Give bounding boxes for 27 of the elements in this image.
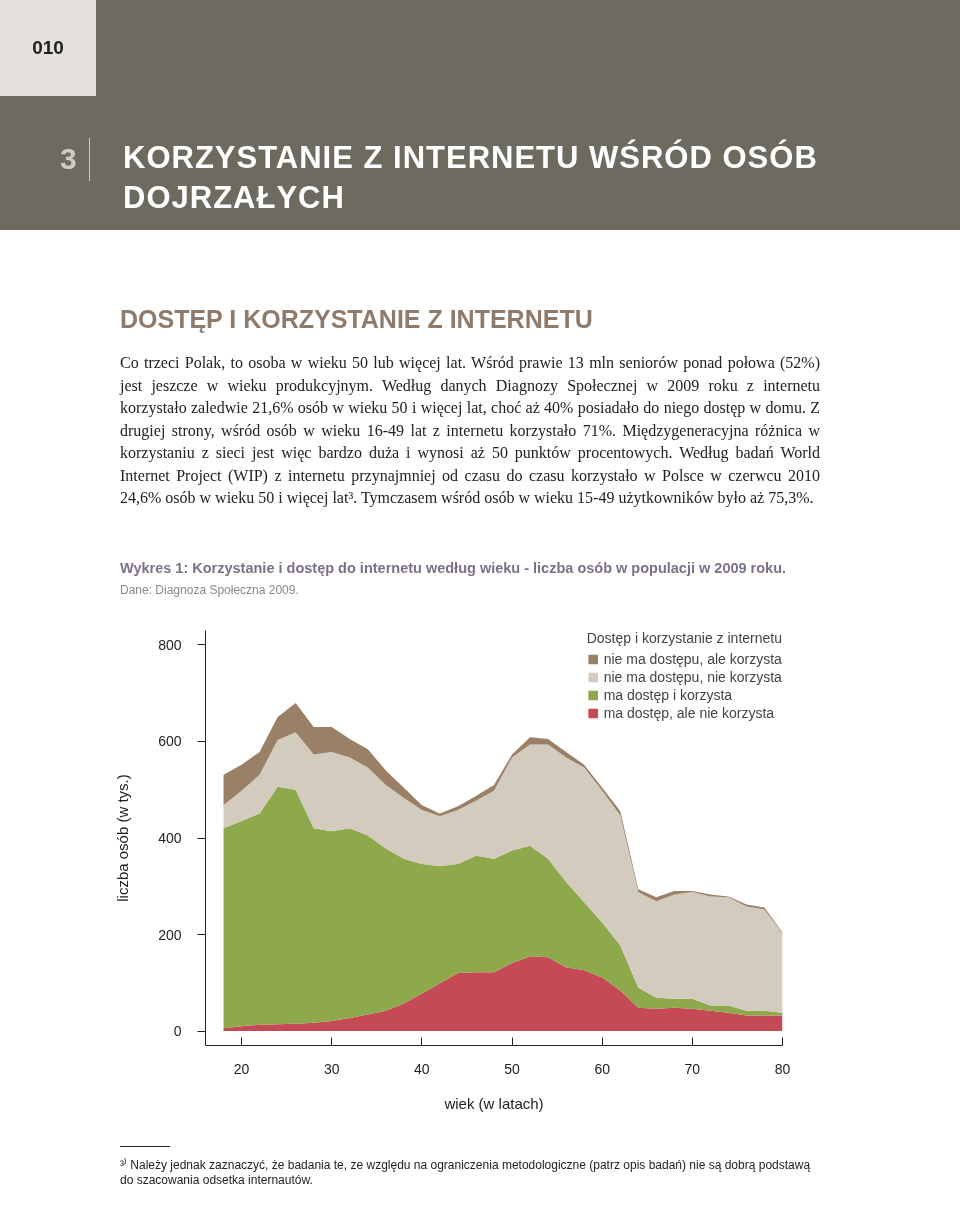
text: 010 <box>0 0 96 96</box>
legend-title: Dostęp i korzystanie z internetu <box>586 630 782 646</box>
text: KORZYSTANIE Z INTERNETU WŚRÓD OSÓB DOJRZAŁYCH <box>123 138 819 217</box>
x-tick-label: 80 <box>774 1060 791 1077</box>
y-tick-label: 200 <box>158 926 182 943</box>
text: 3 <box>60 138 90 181</box>
y-tick-label: 800 <box>158 636 182 653</box>
chart-title: Wykres 1: Korzystanie i dostęp do internetu według wieku - liczba osób w populacji w 2009 roku. <box>120 559 787 578</box>
legend-label: ma dostęp, ale nie korzysta <box>603 705 775 721</box>
x-axis-title: wiek (w latach) <box>443 1094 544 1112</box>
text: DOSTĘP I KORZYSTANIE Z INTERNETU <box>120 304 593 335</box>
text: ³⁾ Należy jednak zaznaczyć, że badania te, ze względu na ograniczenia metodologiczne (patrz opis badań) nie są dobrą podstawą do szacowania odsetka internautów. <box>120 1158 812 1188</box>
legend-label: nie ma dostępu, ale korzysta <box>603 651 782 667</box>
x-tick-label: 50 <box>504 1060 521 1077</box>
y-tick-label: 0 <box>173 1023 182 1040</box>
legend-label: ma dostęp i korzysta <box>603 687 733 703</box>
y-tick-label: 400 <box>158 830 182 846</box>
text: Co trzeci Polak, to osoba w wieku 50 lub więcej lat. Wśród prawie 13 mln seniorów ponad połowa (52%) jest jeszcze w wieku produkcyjnym. Według danych Diagnozy Społecznej w 2009 roku z internetu korzystało zaledwie 21,6% osób w wieku 50 i więcej lat, choć aż 40% posiadało do niego dostęp w domu. Z drugiej strony, wśród osób w wieku 16-49 lat z internetu korzystało 71%. Międzygeneracyjna różnica w korzystaniu z sieci jest więc bardzo duża i wynosi aż 50 punktów procentowych. Według badań World Internet Project (WIP) z internetu przynajmniej od czasu do czasu korzystało w Polsce w czerwcu 2010 24,6% osób w wieku 50 i więcej lat³. Tymczasem wśród osób w wieku 15-49 użytkowników było aż 75,3%. <box>120 353 820 509</box>
legend-label: nie ma dostępu, nie korzysta <box>603 669 782 685</box>
y-tick-label: 600 <box>158 733 182 750</box>
x-tick-label: 70 <box>684 1060 701 1077</box>
x-tick-label: 30 <box>323 1060 340 1077</box>
x-tick-label: 20 <box>233 1060 250 1077</box>
chart-subtitle: Dane: Diagnoza Społeczna 2009. <box>120 582 299 599</box>
y-axis-title: liczba osób (w tys.) <box>114 774 132 902</box>
x-tick-label: 40 <box>414 1060 430 1077</box>
x-tick-label: 60 <box>594 1060 611 1077</box>
